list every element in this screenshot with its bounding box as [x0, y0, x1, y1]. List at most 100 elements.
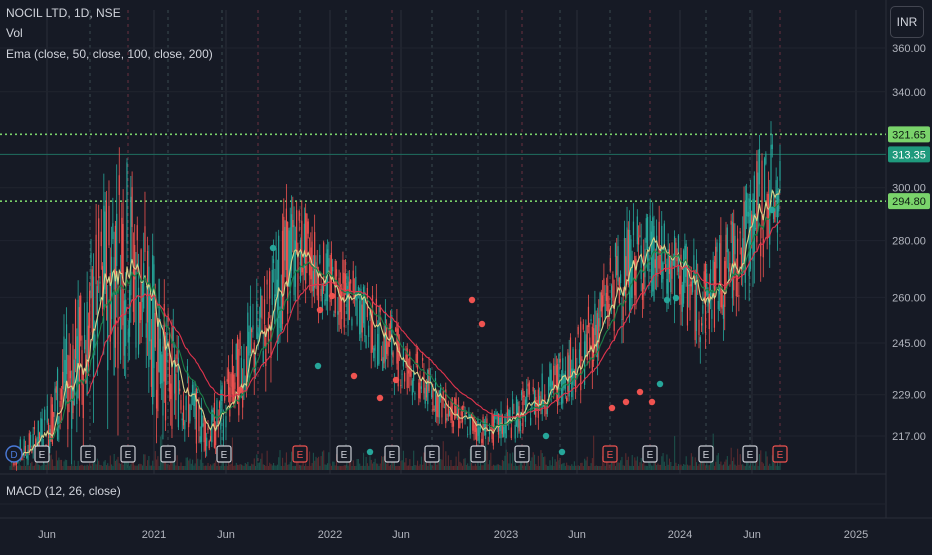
earnings-marker[interactable]: E — [642, 445, 658, 463]
candle-body — [329, 271, 331, 303]
volume-bar — [329, 463, 331, 470]
candle-body — [182, 405, 185, 426]
candle-body — [50, 396, 52, 442]
signal-dot — [608, 404, 616, 412]
candle-body — [622, 306, 624, 320]
volume-bar — [685, 456, 687, 470]
earnings-marker-alert[interactable]: E — [292, 445, 308, 463]
volume-bar — [327, 463, 329, 470]
candle-body — [731, 221, 734, 299]
candle-body — [663, 223, 665, 253]
volume-bar — [528, 465, 530, 470]
earnings-marker[interactable]: E — [120, 445, 136, 463]
candle-body — [123, 300, 126, 356]
candle-body — [332, 266, 334, 272]
earnings-marker[interactable]: E — [424, 445, 440, 463]
earnings-marker[interactable]: E — [216, 445, 232, 463]
volume-bar — [436, 464, 438, 470]
volume-bar — [339, 465, 341, 470]
svg-text:E: E — [703, 450, 710, 461]
earnings-marker[interactable]: E — [514, 445, 530, 463]
volume-bar — [500, 465, 502, 470]
candle-body — [148, 266, 150, 368]
earnings-marker[interactable]: E — [698, 445, 714, 463]
earnings-marker[interactable]: E — [80, 445, 96, 463]
volume-bar — [776, 462, 779, 470]
volume-bar — [636, 456, 638, 470]
volume-bar — [188, 460, 190, 470]
candle-body — [330, 252, 332, 296]
earnings-marker[interactable]: E — [34, 445, 50, 463]
volume-bar — [713, 465, 716, 470]
candle-body — [285, 208, 287, 271]
earnings-marker[interactable]: E — [470, 445, 486, 463]
volume-bar — [93, 462, 95, 470]
volume-bar — [274, 465, 276, 470]
volume-bar — [393, 456, 395, 470]
candle-body — [508, 410, 510, 421]
volume-bar — [224, 465, 226, 470]
candle-body — [203, 415, 205, 443]
currency-button[interactable]: INR — [890, 6, 924, 38]
candle-body — [626, 227, 628, 276]
y-tick-label: 294.80 — [892, 196, 926, 208]
volume-bar — [354, 465, 356, 470]
candle-body — [275, 247, 277, 297]
y-tick-label: 300.00 — [892, 183, 926, 195]
volume-bar — [587, 465, 590, 470]
volume-bar — [103, 461, 105, 470]
symbol-legend[interactable]: NOCIL LTD, 1D, NSE — [6, 6, 121, 20]
volume-bar — [658, 464, 660, 470]
candle-body — [54, 388, 56, 412]
earnings-marker-alert[interactable]: E — [772, 445, 788, 463]
earnings-marker[interactable]: E — [336, 445, 352, 463]
volume-bar — [657, 463, 659, 470]
volume-bar — [183, 465, 185, 470]
macd-legend[interactable]: MACD (12, 26, close) — [6, 484, 121, 498]
volume-bar — [289, 461, 291, 470]
signal-dot — [663, 296, 671, 304]
volume-bar — [166, 463, 168, 470]
volume-bar — [12, 460, 14, 470]
volume-bar — [113, 453, 115, 470]
volume-bar — [566, 462, 568, 470]
candle-body — [179, 388, 181, 392]
volume-bar — [512, 452, 514, 470]
volume-bar — [63, 461, 65, 470]
candle-body — [347, 276, 349, 326]
earnings-marker[interactable]: E — [160, 445, 176, 463]
volume-bar — [99, 464, 101, 470]
candle-body — [58, 416, 60, 428]
volume-bar — [517, 465, 519, 470]
candle-body — [743, 201, 745, 261]
volume-bar — [31, 461, 33, 470]
volume-bar — [26, 452, 28, 470]
earnings-marker[interactable]: E — [742, 445, 758, 463]
candle-body — [51, 404, 54, 444]
candle-body — [263, 299, 266, 324]
candle-body — [195, 388, 197, 444]
candle-body — [355, 276, 357, 301]
volume-bar — [725, 459, 727, 470]
earnings-marker-alert[interactable]: E — [602, 445, 618, 463]
volume-bar — [589, 465, 591, 470]
candle-body — [302, 266, 304, 275]
candle-body — [586, 325, 588, 360]
candle-body — [397, 328, 399, 387]
volume-bar — [404, 462, 406, 470]
volume-legend[interactable]: Vol — [6, 26, 23, 40]
volume-bar — [310, 465, 312, 470]
candle-body — [137, 287, 140, 355]
volume-bar — [717, 453, 719, 470]
earnings-marker[interactable]: E — [384, 445, 400, 463]
volume-bar — [749, 463, 752, 470]
volume-bar — [33, 465, 36, 470]
dividend-marker[interactable]: D — [5, 445, 23, 463]
ema-legend[interactable]: Ema (close, 50, close, 100, close, 200) — [6, 47, 213, 61]
candle-body — [276, 279, 278, 343]
y-tick-label: 321.65 — [892, 129, 926, 141]
volume-bar — [465, 464, 467, 470]
volume-bar — [48, 462, 50, 470]
